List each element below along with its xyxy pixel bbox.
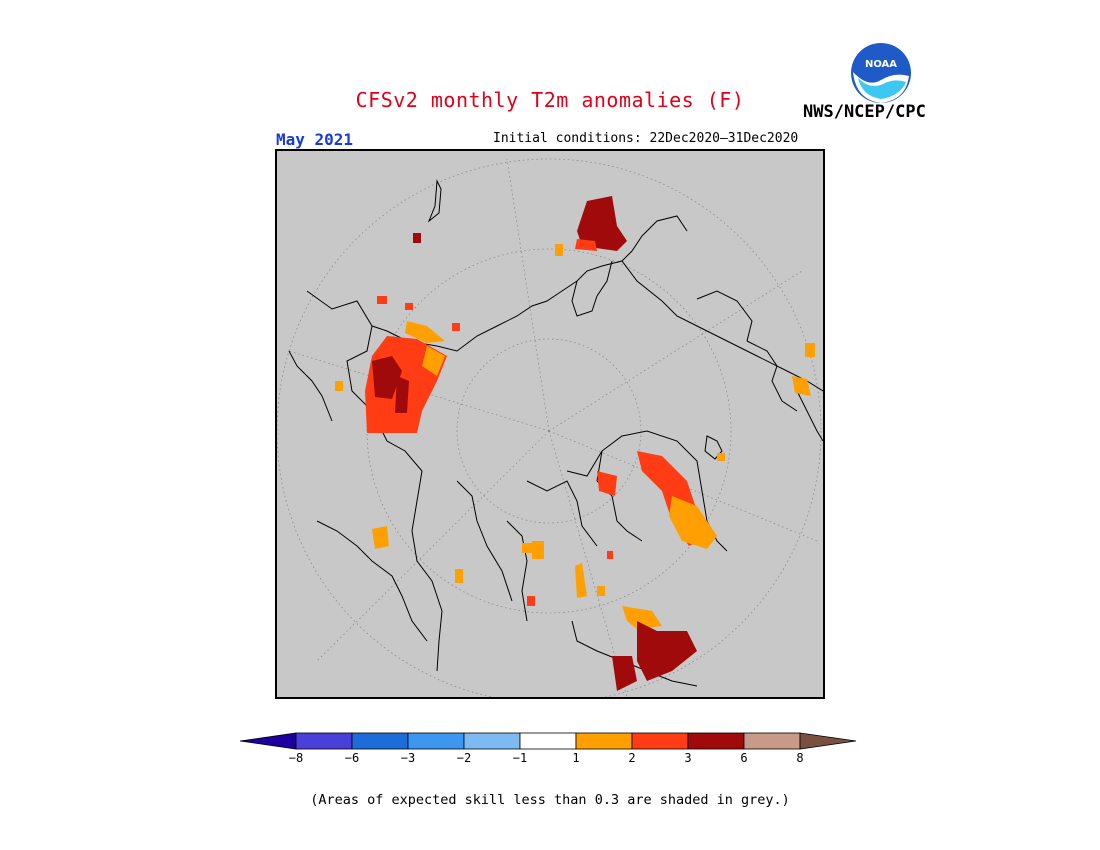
colorbar-tick-label: 6	[740, 751, 748, 765]
colorbar-tick-label: −8	[288, 751, 304, 765]
colorbar-tick-label: 3	[684, 751, 692, 765]
colorbar-bin	[351, 732, 409, 750]
colorbar-tick-label: 8	[796, 751, 804, 765]
chart-title: CFSv2 monthly T2m anomalies (F)	[355, 88, 745, 112]
colorbar-tick-label: −1	[512, 751, 528, 765]
anomaly-shading	[335, 196, 815, 691]
valid-month: May 2021	[276, 130, 354, 149]
colorbar-bin	[631, 732, 689, 750]
coastlines	[288, 179, 823, 687]
colorbar-bin	[575, 732, 633, 750]
initial-conditions: Initial conditions: 22Dec2020–31Dec2020	[493, 131, 799, 146]
colorbar-tick-label: 2	[628, 751, 636, 765]
skill-note: (Areas of expected skill less than 0.3 a…	[310, 792, 790, 808]
polar-map	[275, 149, 825, 699]
colorbar-tick-label: −3	[400, 751, 416, 765]
colorbar-bin-over	[799, 732, 857, 750]
colorbar-bin	[463, 732, 521, 750]
colorbar-bin	[519, 732, 577, 750]
agency-label: NWS/NCEP/CPC	[803, 102, 926, 122]
noaa-logo: NOAA	[851, 43, 911, 103]
colorbar-bin-under	[240, 732, 297, 750]
colorbar	[240, 732, 857, 750]
colorbar-bin	[743, 732, 801, 750]
map-svg	[277, 158, 823, 697]
colorbar-bin	[295, 732, 353, 750]
colorbar-tick-label: −6	[344, 751, 360, 765]
colorbar-bin	[687, 732, 745, 750]
colorbar-tick-label: −2	[456, 751, 472, 765]
colorbar-bin	[407, 732, 465, 750]
svg-text:NOAA: NOAA	[865, 59, 897, 70]
colorbar-tick-label: 1	[572, 751, 580, 765]
graticule	[277, 158, 822, 697]
